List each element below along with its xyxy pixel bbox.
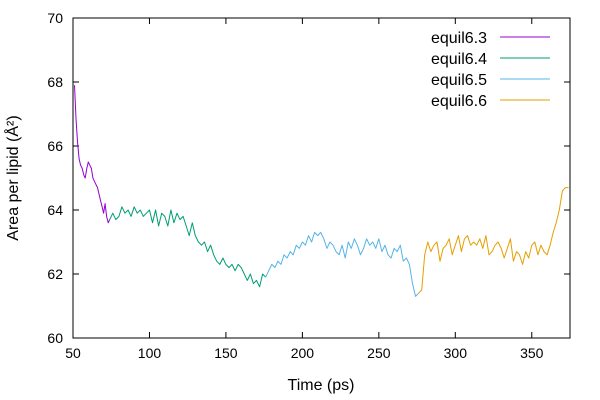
y-tick-label: 70 — [47, 10, 63, 26]
plot-frame — [72, 17, 571, 339]
series-line-equil6.5 — [265, 231, 419, 297]
y-tick-label: 68 — [47, 74, 63, 90]
x-tick-label: 50 — [65, 345, 81, 361]
legend: equil6.3 equil6.4 equil6.5 equil6.6 — [431, 30, 550, 110]
legend-label: equil6.3 — [431, 30, 487, 47]
y-axis-label: Area per lipid (Å²) — [3, 115, 22, 240]
x-axis-label: Time (ps) — [288, 377, 355, 394]
x-tick-label: 300 — [444, 345, 468, 361]
y-tick-label: 62 — [47, 266, 63, 282]
series-line-equil6.6 — [418, 187, 569, 294]
y-tick-label: 64 — [47, 202, 63, 218]
x-tick-label: 350 — [520, 345, 544, 361]
x-tick-label: 150 — [214, 345, 238, 361]
x-tick-label: 100 — [138, 345, 162, 361]
series-line-equil6.4 — [109, 206, 267, 288]
series-line-equil6.3 — [74, 85, 111, 224]
y-tick-label: 66 — [47, 138, 63, 154]
legend-label: equil6.4 — [431, 51, 487, 68]
x-tick-label: 250 — [367, 345, 391, 361]
legend-label: equil6.5 — [431, 72, 487, 89]
legend-label: equil6.6 — [431, 93, 487, 110]
x-tick-label: 200 — [291, 345, 315, 361]
series-layer — [74, 85, 569, 297]
ticks-layer: 50 100 150 200 250 300 350 60 62 64 66 68 70 — [47, 10, 570, 361]
y-tick-label: 60 — [47, 330, 63, 346]
